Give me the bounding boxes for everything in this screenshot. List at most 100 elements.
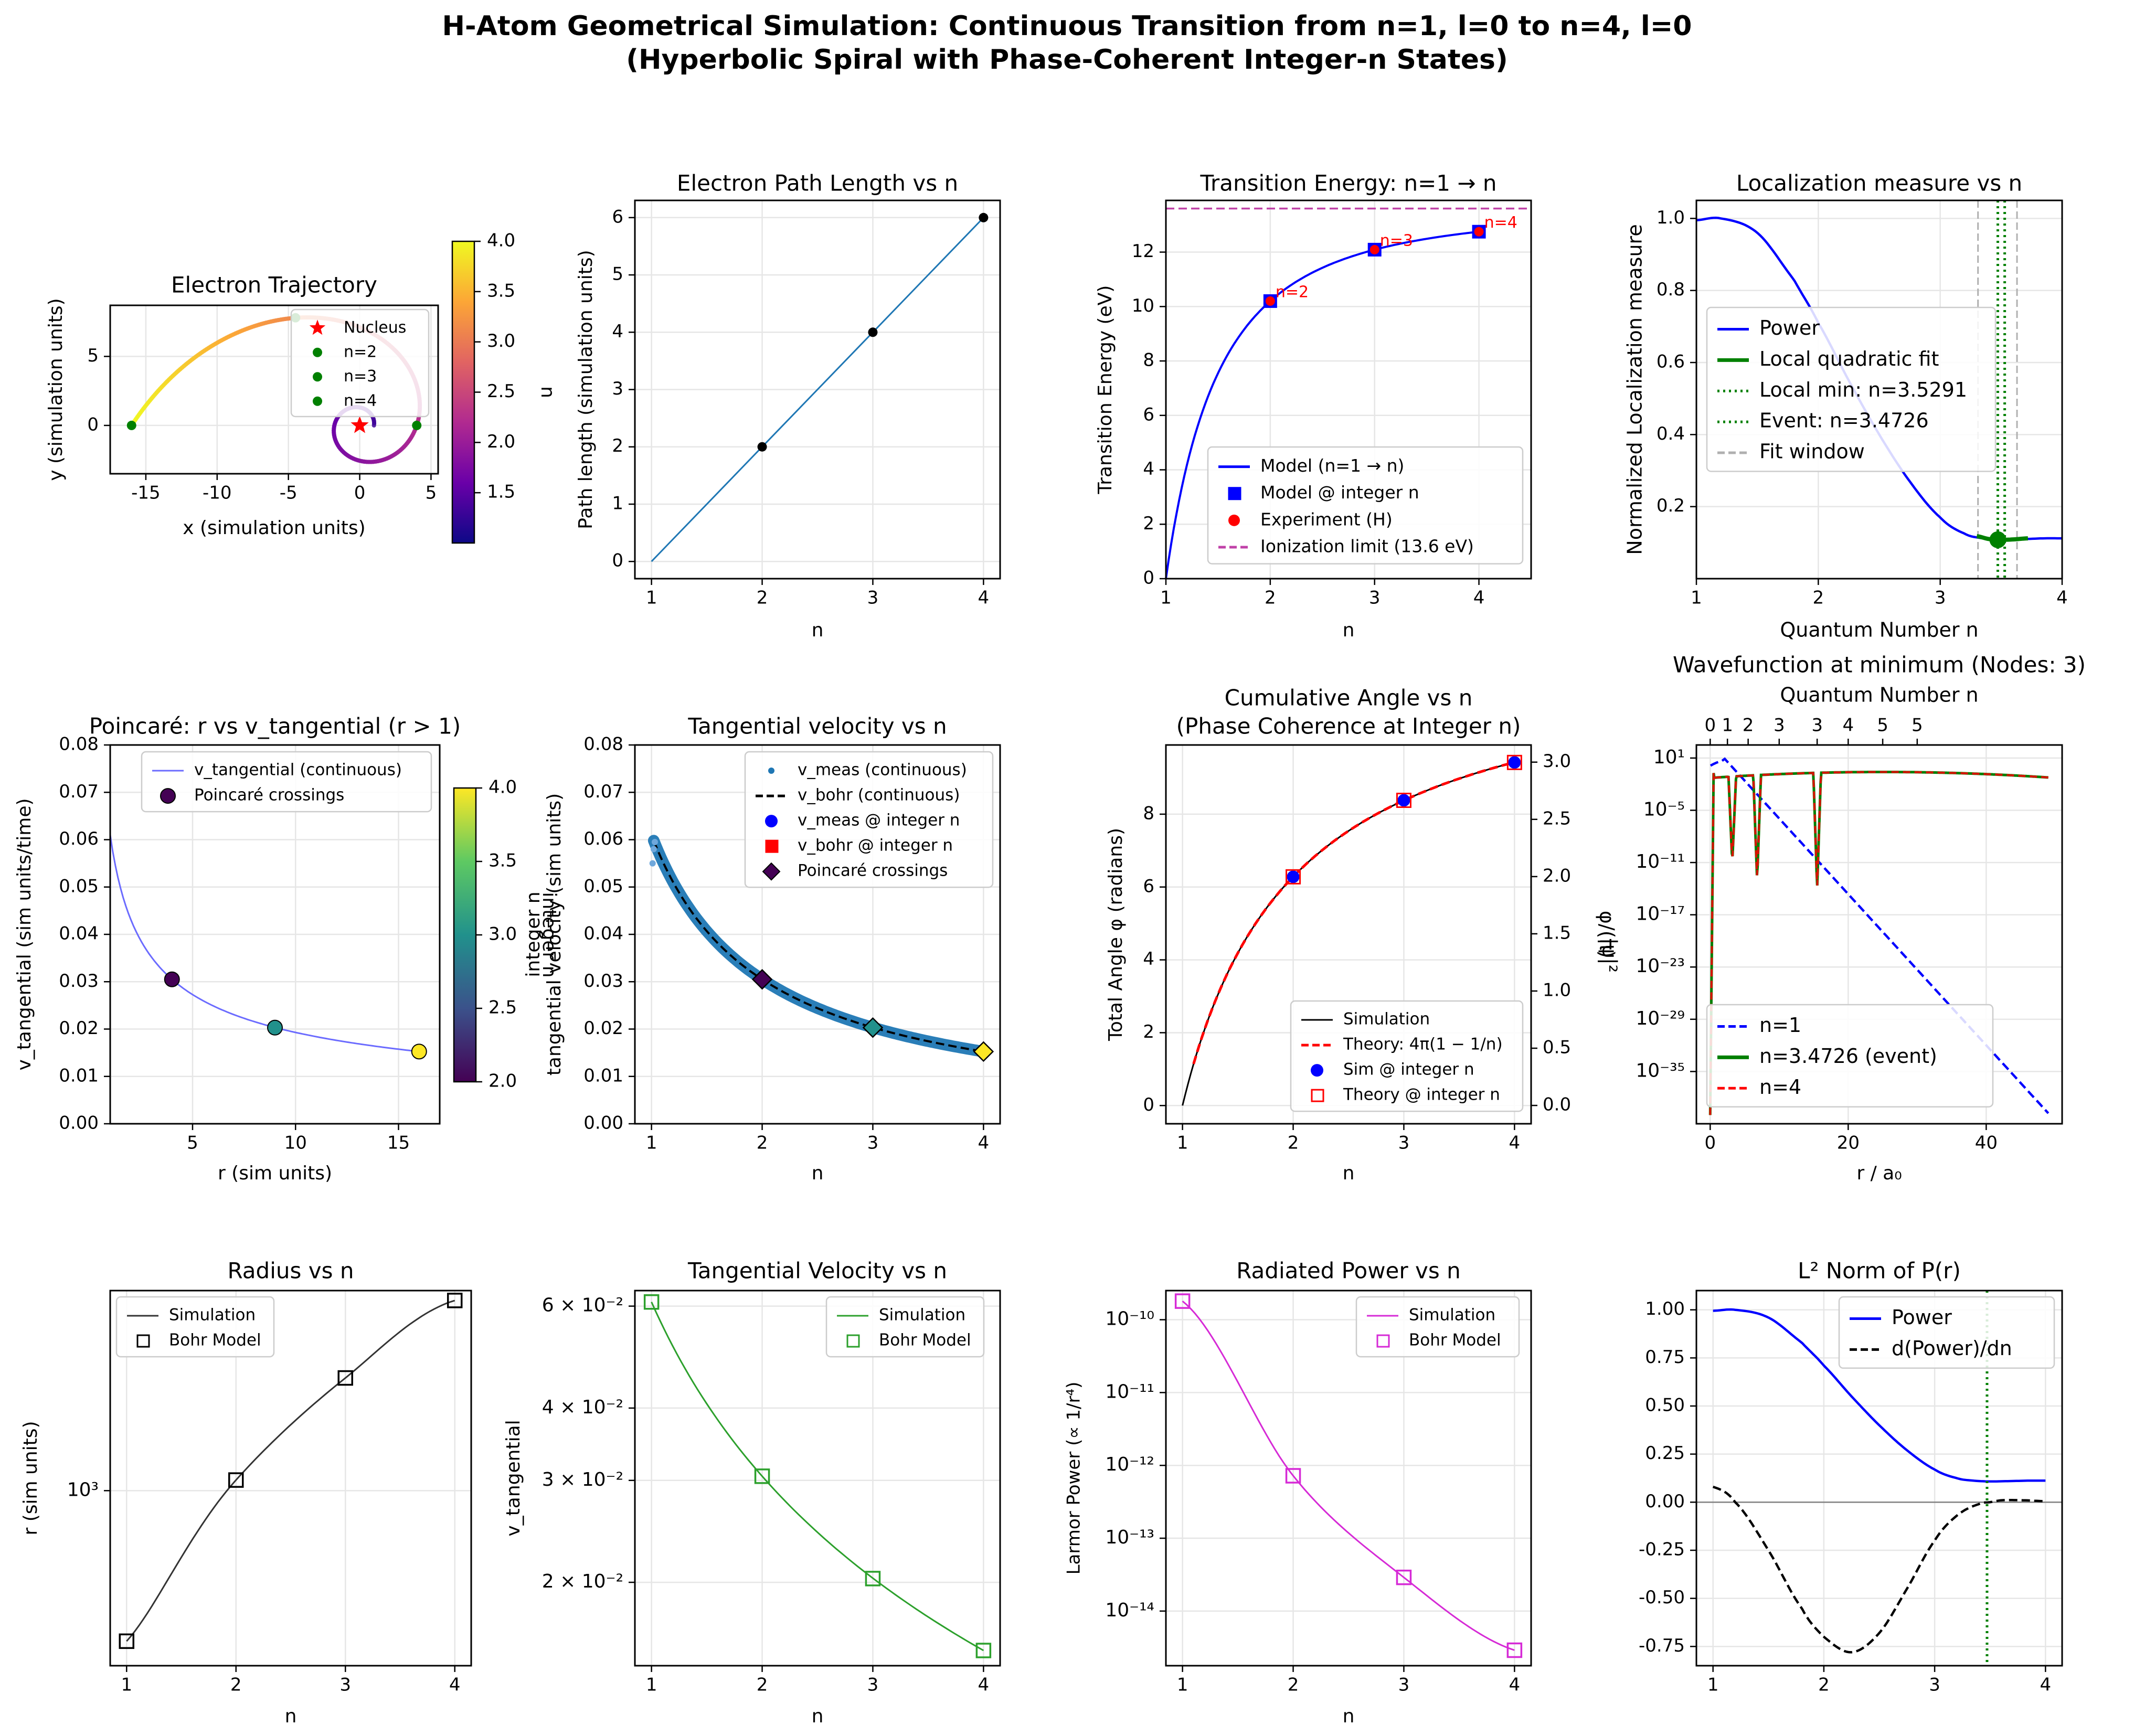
y-tick-label: 4 × 10⁻² — [542, 1397, 623, 1418]
y-tick-label: 0.50 — [1645, 1395, 1685, 1416]
legend-label: v_meas @ integer n — [798, 811, 960, 830]
x-tick-label: 15 — [387, 1133, 410, 1154]
x-tick-label: 1 — [1177, 1675, 1188, 1696]
legend-box — [141, 751, 432, 813]
y2-tick-label: 2.5 — [1543, 808, 1571, 829]
legend-swatch — [313, 372, 322, 382]
axes-frame — [1695, 1290, 2063, 1667]
axes-frame — [109, 304, 439, 475]
y-axis-label: r (sim units) — [20, 1421, 41, 1535]
y-tick-label: 10¹ — [1653, 747, 1685, 768]
axes-title: Wavefunction at minimum (Nodes: 3) — [1673, 652, 2086, 678]
y-tick-label: 0.00 — [1645, 1491, 1685, 1512]
legend-swatch — [313, 396, 322, 406]
y-axis-label: y (simulation units) — [45, 298, 67, 481]
legend-label: Bohr Model — [879, 1331, 971, 1350]
model-curve — [1165, 230, 1479, 579]
x-tick-label: 2 — [230, 1675, 242, 1696]
axes-frame — [1165, 1290, 1532, 1667]
x2-tick-label: 1 — [1722, 715, 1733, 736]
x-tick-label: 4 — [1473, 588, 1485, 609]
bohr-point — [643, 1294, 660, 1310]
legend-label: Bohr Model — [1409, 1331, 1501, 1350]
colorbar-label: integer n — [538, 892, 560, 977]
x2-axis-label: Quantum Number n — [1780, 684, 1978, 707]
annotation-label: n=2 — [1276, 283, 1309, 301]
y-tick-label: 5 — [87, 345, 99, 366]
bohr-point — [228, 1472, 244, 1488]
annotation-label: n=4 — [1484, 214, 1517, 232]
axes-title: Radiated Power vs n — [1236, 1258, 1460, 1284]
y-tick-label: 2.0 — [489, 1071, 517, 1092]
x-axis-label: n — [285, 1706, 297, 1727]
x-tick-label: 1 — [646, 1675, 657, 1696]
y-tick-label: 0.04 — [583, 923, 623, 944]
x-tick-label: 1 — [646, 1133, 657, 1154]
y-tick-label: 2 — [1143, 1021, 1154, 1042]
legend-label: d(Power)/dn — [1892, 1337, 2012, 1360]
y-tick-label: -0.50 — [1639, 1587, 1685, 1608]
legend-label: n=4 — [1759, 1075, 1801, 1099]
axes-frame — [1165, 199, 1532, 580]
y-tick-label: 0.00 — [59, 1113, 99, 1134]
theory-integer-point — [1396, 793, 1411, 808]
axes-frame — [1695, 199, 2063, 580]
y-tick-label: 10⁻¹¹ — [1636, 851, 1685, 872]
y-tick-label: 2 — [612, 435, 623, 456]
legend-box — [825, 1296, 985, 1358]
y-tick-label: 0.01 — [59, 1065, 99, 1086]
x-axis-label: n — [1343, 1163, 1355, 1184]
x2-tick-label: 5 — [1912, 715, 1923, 736]
legend-box — [1207, 446, 1524, 565]
path-length-point — [979, 212, 989, 222]
legend-label: Local quadratic fit — [1759, 347, 1939, 370]
chart-radiated-power: 1 2 3 4 10⁻¹⁰ 10⁻¹¹ 10⁻¹² 10⁻¹³ 10⁻¹⁴ Radiated Po… — [1064, 1258, 1532, 1727]
x-tick-label: 5 — [426, 483, 437, 504]
legend-box — [115, 1296, 275, 1358]
v-bohr-curve — [653, 840, 984, 1053]
x-tick-label: 3 — [1398, 1133, 1410, 1154]
x-tick-label: 2 — [1288, 1675, 1299, 1696]
x-tick-label: 4 — [1509, 1133, 1521, 1154]
x-tick-label: 1 — [1691, 588, 1702, 609]
velocity-curve — [651, 1302, 984, 1652]
y-tick-label: 0 — [612, 550, 623, 571]
y-tick-label: 0.25 — [1645, 1443, 1685, 1464]
legend-label: Theory @ integer n — [1343, 1085, 1500, 1104]
x-tick-label: 3 — [1398, 1675, 1410, 1696]
x-tick-label: 4 — [978, 1133, 990, 1154]
v-meas-point — [650, 846, 657, 853]
x-tick-label: 1 — [1160, 588, 1172, 609]
experiment-point — [1265, 296, 1275, 306]
y-tick-label: 1 — [612, 493, 623, 514]
chart-l2-norm: 1 2 3 4 -0.75 -0.50 -0.25 0.00 0.25 0.50 0.75 1.00 L… — [1639, 1258, 2063, 1696]
path-length-point — [757, 442, 767, 452]
y-tick-label: 10⁻¹² — [1105, 1454, 1154, 1475]
y-tick-label: 0.01 — [583, 1065, 623, 1086]
x-tick-label: 4 — [2040, 1675, 2051, 1696]
axes-title: Tangential Velocity vs n — [687, 1258, 947, 1284]
y-tick-label: 1.00 — [1645, 1298, 1685, 1319]
y-tick-label: 0.07 — [583, 781, 623, 802]
path-length-line — [651, 217, 984, 562]
y-tick-label: 6 × 10⁻² — [542, 1295, 623, 1316]
x-tick-label: -10 — [203, 483, 232, 504]
y-tick-label: 10⁻²³ — [1636, 955, 1685, 977]
x-tick-label: 5 — [187, 1133, 198, 1154]
v-meas-point — [651, 839, 658, 846]
legend-box — [1355, 1296, 1520, 1358]
x-tick-label: 40 — [1975, 1133, 1998, 1154]
poincare-crossing — [973, 1041, 994, 1062]
legend-label: Sim @ integer n — [1343, 1060, 1474, 1079]
x-axis-label: n — [812, 1706, 824, 1727]
legend-label: Model @ integer n — [1260, 482, 1419, 503]
y-tick-label: 8 — [1143, 803, 1154, 824]
y-tick-label: 1.5 — [487, 482, 515, 503]
y-tick-label: 10⁻¹⁴ — [1105, 1600, 1154, 1621]
chart-electron-trajectory: -15 -10 -5 0 5 0 5 Electron Trajectory x (simula… — [45, 230, 558, 544]
y2-tick-label: 1.0 — [1543, 979, 1571, 1000]
axes-frame — [109, 1290, 472, 1667]
y-tick-label: 6 — [1143, 876, 1154, 897]
